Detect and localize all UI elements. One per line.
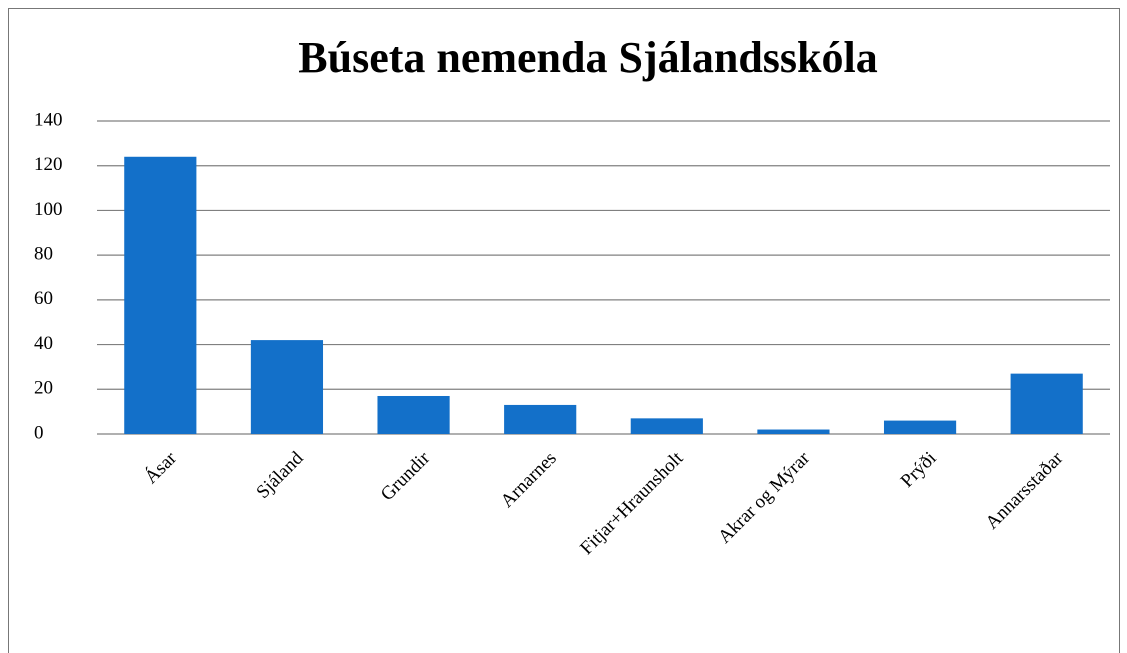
y-tick-label: 0	[34, 422, 44, 443]
x-tick-label: Prýði	[897, 448, 941, 492]
bar	[883, 420, 957, 434]
y-tick-label: 140	[34, 109, 63, 130]
chart-frame	[8, 8, 1120, 653]
y-tick-label: 60	[34, 288, 53, 309]
x-tick-label: Annarsstaðar	[982, 447, 1068, 533]
x-tick-label: Ásar	[140, 447, 181, 488]
y-tick-label: 20	[34, 378, 53, 399]
bar	[504, 404, 577, 434]
y-tick-label: 120	[34, 154, 63, 175]
bar	[377, 395, 450, 434]
x-tick-label: Arnarnes	[497, 448, 561, 512]
x-tick-label: Sjáland	[252, 447, 308, 503]
bar	[250, 340, 324, 434]
y-tick-label: 40	[34, 333, 53, 354]
x-tick-label: Fitjar+Hraunsholt	[576, 447, 688, 559]
chart-title: Búseta nemenda Sjálandsskóla	[298, 33, 877, 82]
y-tick-label: 80	[34, 244, 53, 265]
bar	[1010, 373, 1083, 434]
x-tick-label: Grundir	[377, 447, 435, 505]
x-tick-label: Akrar og Mýrar	[714, 447, 814, 547]
bar	[757, 429, 830, 434]
bar	[124, 156, 197, 434]
bar	[630, 418, 703, 434]
y-tick-label: 100	[34, 199, 63, 220]
